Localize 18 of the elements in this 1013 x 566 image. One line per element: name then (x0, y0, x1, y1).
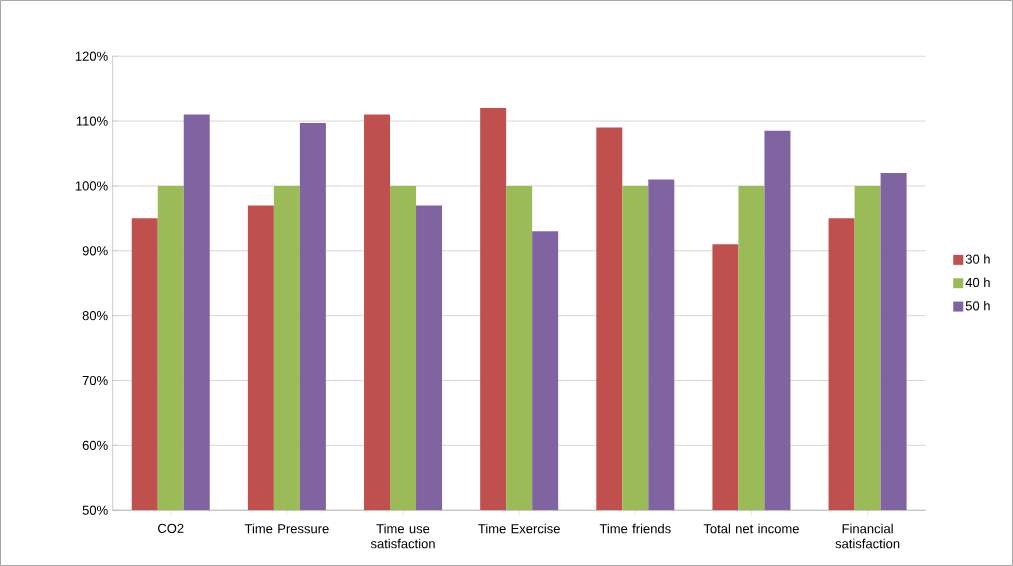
y-tick-label: 50% (82, 505, 108, 515)
legend-label: 30 h (965, 254, 990, 264)
x-tick-label: Time friends (599, 523, 671, 534)
x-tick-label: Time Exercise (478, 523, 560, 534)
y-tick-label: 60% (82, 440, 108, 450)
y-tick-label: 90% (82, 246, 108, 256)
y-tick-label: 100% (75, 181, 108, 191)
y-tick-label: 110% (76, 116, 108, 126)
legend-label: 40 h (965, 277, 990, 288)
y-tick-label: 70% (82, 375, 108, 386)
x-tick-label: Time use satisfaction (370, 523, 435, 549)
y-tick-label: 80% (82, 311, 108, 321)
x-tick-label: CO2 (158, 523, 184, 533)
x-tick-label: Total net income (703, 523, 799, 534)
x-tick-label: Time Pressure (244, 523, 329, 534)
y-tick-label: 120% (75, 51, 108, 61)
legend-label: 50 h (965, 300, 990, 311)
x-tick-label: Financial satisfaction (835, 523, 900, 549)
